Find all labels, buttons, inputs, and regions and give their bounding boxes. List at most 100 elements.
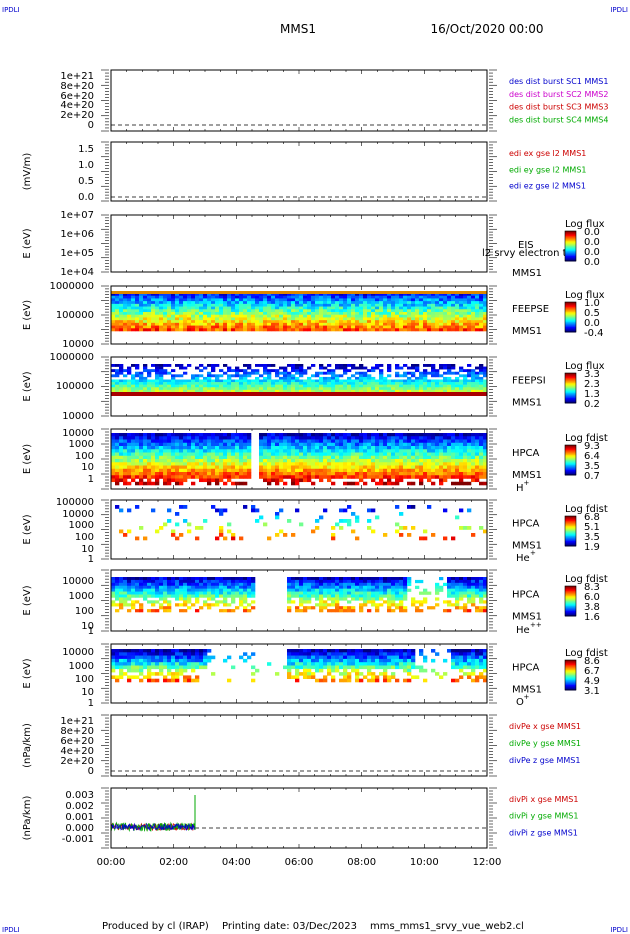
spectrogram-cell (155, 325, 160, 329)
spectrogram-cell (247, 382, 252, 385)
spectrogram-cell (363, 328, 368, 332)
spectrogram-cell (279, 379, 284, 383)
spectrogram-cell (199, 459, 204, 463)
spectrogram-cell (291, 374, 296, 378)
spectrogram-cell (231, 387, 236, 391)
spectrogram-cell (127, 446, 132, 450)
spectrogram-cell (435, 465, 440, 470)
spectrogram-cell (179, 387, 184, 391)
spectrogram-cell (219, 512, 224, 516)
spectrogram-cell (195, 472, 200, 476)
spectrogram-cell (167, 603, 172, 607)
spectrogram-cell (471, 309, 476, 313)
spectrogram-cell (463, 468, 468, 473)
spectrogram-cell (263, 382, 268, 385)
spectrogram-cell (223, 579, 228, 584)
spectrogram-cell (195, 452, 200, 457)
spectrogram-cell (411, 371, 416, 375)
spectrogram-cell (171, 328, 176, 332)
spectrogram-cell (431, 384, 436, 388)
spectrogram-cell (187, 455, 192, 460)
spectrogram-cell (163, 314, 168, 318)
spectrogram-cell (479, 472, 484, 476)
spectrogram-cell (447, 433, 452, 437)
spectrogram-cell (199, 462, 204, 466)
spectrogram-cell (187, 312, 192, 316)
spectrogram-cell (419, 384, 424, 388)
spectrogram-cell (427, 505, 432, 509)
spectrogram-cell (235, 439, 240, 444)
spectrogram-cell (339, 472, 344, 476)
spectrogram-cell (167, 475, 172, 479)
spectrogram-cell (483, 442, 488, 447)
spectrogram-cell (139, 439, 144, 444)
spectrogram-cell (231, 459, 236, 463)
spectrogram-cell (115, 371, 120, 375)
spectrogram-cell (223, 452, 228, 457)
spectrogram-cell (427, 442, 432, 447)
spectrogram-cell (331, 446, 336, 450)
spectrogram-cell (291, 322, 296, 326)
spectrogram-cell (199, 301, 204, 305)
spectrogram-cell (167, 382, 172, 385)
spectrogram-cell (195, 597, 200, 601)
spectrogram-cell (339, 325, 344, 329)
spectrogram-cell (411, 526, 416, 530)
spectrogram-cell (439, 446, 444, 450)
spectrogram-cell (211, 384, 216, 388)
spectrogram-cell (195, 387, 200, 391)
spectrogram-cell (263, 462, 268, 466)
spectrogram-cell (415, 475, 420, 479)
spectrogram-cell (347, 322, 352, 326)
spectrogram-cell (119, 508, 124, 513)
spectrogram-cell (415, 376, 420, 380)
colorbar-cell (565, 394, 576, 396)
spectrogram-cell (343, 387, 348, 391)
spectrogram-cell (463, 317, 468, 321)
spectrogram-cell (195, 312, 200, 316)
spectrogram-cell (207, 293, 212, 297)
spectrogram-cell (379, 475, 384, 479)
spectrogram-cell (211, 389, 216, 393)
spectrogram-cell (467, 384, 472, 388)
spectrogram-cell (271, 455, 276, 460)
panel-2: 1.51.00.50.0(mV/m) edi ex gse l2 MMS1edi … (22, 141, 587, 203)
spectrogram-cell (215, 455, 220, 460)
spectrogram-cell (427, 295, 432, 299)
spectrogram-cell (343, 465, 348, 470)
spectrogram-cell (163, 522, 168, 527)
spectrogram-cell (331, 301, 336, 305)
spectrogram-cell (391, 389, 396, 393)
colorbar-cell (565, 524, 576, 527)
spectrogram-cell (167, 606, 172, 610)
spectrogram-cell (167, 314, 172, 318)
spectrogram-cell (287, 379, 292, 383)
spectrogram-cell (251, 301, 256, 305)
spectrogram-cell (295, 384, 300, 388)
spectrogram-cell (399, 459, 404, 463)
spectrogram-cell (267, 293, 272, 297)
spectrogram-cell (263, 455, 268, 460)
spectrogram-cell (123, 481, 128, 486)
spectrogram-cell (335, 446, 340, 450)
spectrogram-cell (471, 317, 476, 321)
spectrogram-cell (191, 301, 196, 305)
spectrogram-cell (159, 298, 164, 302)
spectrogram-cell (287, 376, 292, 380)
spectrogram-cell (227, 369, 232, 373)
spectrogram-cell (283, 301, 288, 305)
colorbar-cell (565, 401, 576, 404)
spectrogram-cell (111, 369, 116, 373)
colorbar-cell (565, 381, 576, 384)
spectrogram-cell (331, 533, 336, 537)
spectrogram-cell (235, 298, 240, 302)
spectrogram-cell (387, 295, 392, 299)
spectrogram-cell (335, 309, 340, 313)
spectrogram-cell (147, 452, 152, 457)
spectrogram-cell (135, 314, 140, 318)
spectrogram-cell (235, 475, 240, 479)
spectrogram-cell (319, 364, 324, 367)
spectrogram-cell (371, 306, 376, 310)
colorbar-cell (565, 526, 576, 528)
spectrogram-cell (447, 462, 452, 466)
